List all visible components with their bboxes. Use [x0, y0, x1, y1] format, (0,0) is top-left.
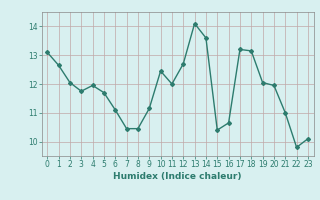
X-axis label: Humidex (Indice chaleur): Humidex (Indice chaleur) — [113, 172, 242, 181]
